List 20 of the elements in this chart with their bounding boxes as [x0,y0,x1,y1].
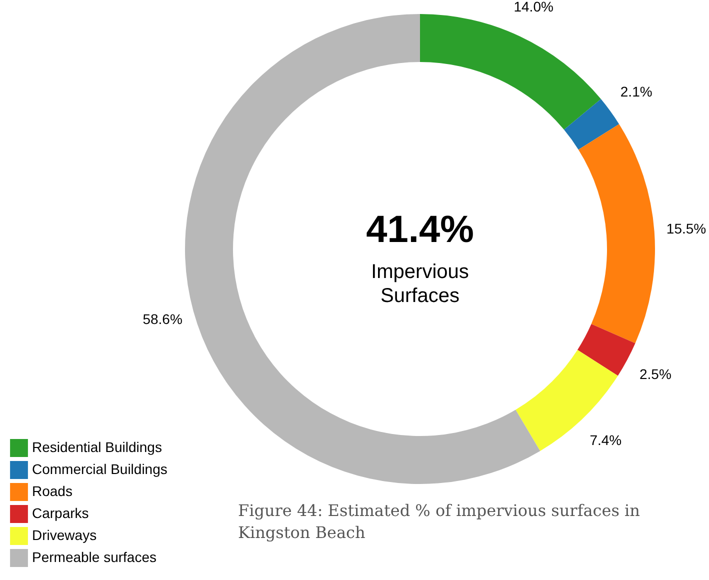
donut-slice [578,124,655,344]
data-label: 15.5% [666,220,706,236]
caption: Figure 44: Estimated % of impervious surfaces in Kingston Beach [238,501,640,542]
legend-label: Commercial Buildings [32,461,168,477]
donut-slice [564,99,620,150]
text: Impervious Surfaces [371,261,469,307]
data-label: 2.5% [639,366,672,382]
legend-label: Driveways [32,527,97,543]
legend-label: Permeable surfaces [32,549,157,565]
legend-label: Carparks [32,505,89,521]
text: 41.4% [366,209,474,251]
data-label: 7.4% [590,432,622,448]
donut-slice [185,14,540,484]
legend-label: Roads [32,483,72,499]
legend-label: Residential Buildings [32,439,162,455]
donut-slice [577,324,636,376]
data-label: 2.1% [620,84,652,100]
data-label: 14.0% [514,0,554,14]
data-label: 58.6% [142,310,182,327]
donut-slice [420,14,601,130]
